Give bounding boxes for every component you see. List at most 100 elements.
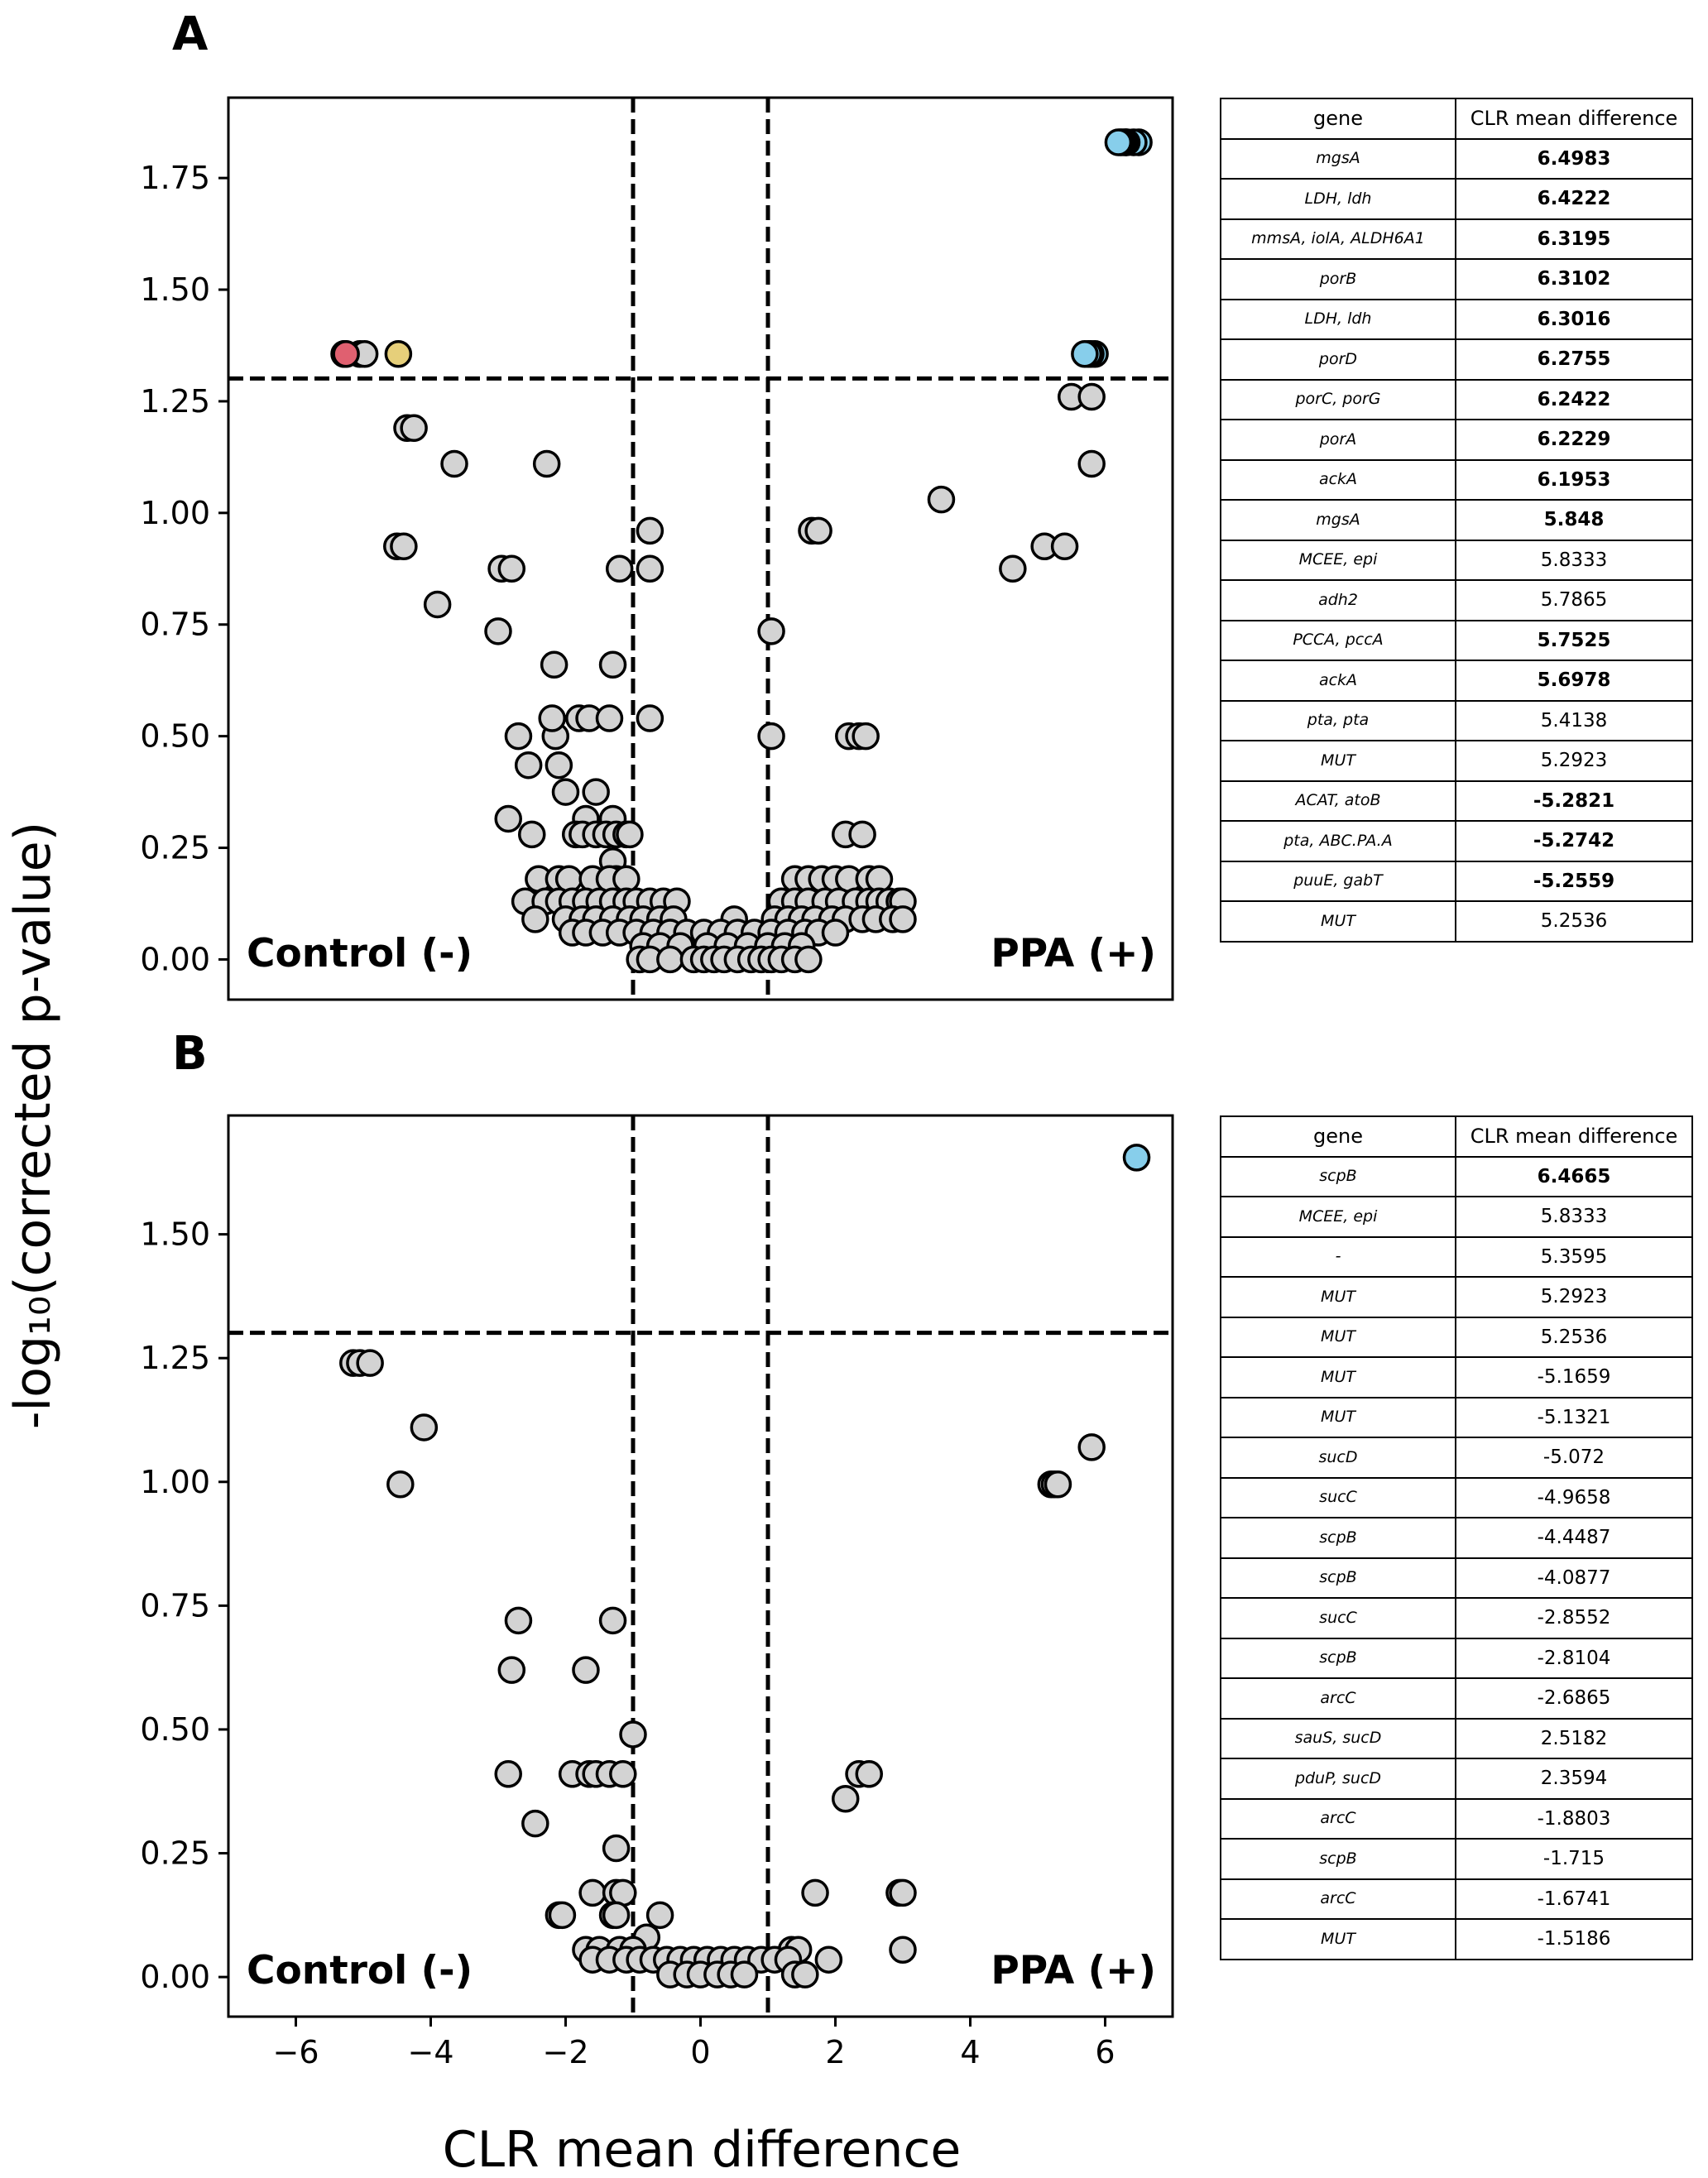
clr-value-cell: 6.2422 bbox=[1455, 378, 1693, 420]
data-point bbox=[598, 1606, 627, 1635]
table-row: MUT -1.5186 bbox=[1220, 1918, 1693, 1960]
y-tick-label: 1.00 bbox=[140, 1464, 210, 1500]
gene-cell: ackA bbox=[1220, 458, 1456, 501]
clr-value-cell: -4.4487 bbox=[1455, 1517, 1693, 1559]
gene-cell: arcC bbox=[1220, 1878, 1456, 1920]
data-point bbox=[1077, 449, 1106, 478]
data-point bbox=[852, 722, 880, 751]
x-tick-label: 2 bbox=[825, 2034, 845, 2070]
gene-cell: LDH, ldh bbox=[1220, 298, 1456, 340]
clr-value-cell: 6.3102 bbox=[1455, 258, 1693, 300]
data-point bbox=[595, 704, 624, 732]
data-point bbox=[518, 820, 546, 849]
gene-cell: LDH, ldh bbox=[1220, 178, 1456, 220]
table-row: MUT -5.1321 bbox=[1220, 1396, 1693, 1438]
table-row: scpB -1.715 bbox=[1220, 1838, 1693, 1880]
clr-value-cell: 5.8333 bbox=[1455, 539, 1693, 581]
data-point bbox=[636, 704, 664, 732]
data-point bbox=[794, 945, 823, 974]
gene-cell: MUT bbox=[1220, 1316, 1456, 1358]
data-point bbox=[757, 722, 785, 751]
data-point bbox=[605, 554, 634, 583]
gene-cell: mgsA bbox=[1220, 137, 1456, 180]
data-point bbox=[1044, 1470, 1072, 1499]
clr-value-cell: 6.1953 bbox=[1455, 458, 1693, 501]
gene-cell: scpB bbox=[1220, 1637, 1456, 1679]
table-row: pta, pta 5.4138 bbox=[1220, 699, 1693, 741]
table-row: ackA 6.1953 bbox=[1220, 458, 1693, 501]
gene-cell: arcC bbox=[1220, 1677, 1456, 1720]
clr-value-cell: -1.715 bbox=[1455, 1838, 1693, 1880]
data-point bbox=[848, 820, 876, 849]
clr-value-cell: 5.2536 bbox=[1455, 900, 1693, 943]
gene-cell: porB bbox=[1220, 258, 1456, 300]
data-point bbox=[656, 945, 684, 974]
gene-cell: MUT bbox=[1220, 900, 1456, 943]
data-point bbox=[1077, 382, 1106, 411]
gene-cell: mmsA, iolA, ALDH6A1 bbox=[1220, 218, 1456, 260]
data-point bbox=[831, 1784, 860, 1813]
annotation-ppa: PPA (+) bbox=[991, 931, 1156, 976]
data-point bbox=[582, 778, 610, 806]
table-row: arcC -1.6741 bbox=[1220, 1878, 1693, 1920]
y-tick-label: 0.00 bbox=[140, 941, 210, 977]
gene-cell: pta, pta bbox=[1220, 699, 1456, 741]
table-row: pduP, sucD 2.3594 bbox=[1220, 1758, 1693, 1800]
data-point bbox=[645, 1901, 674, 1930]
clr-value-cell: 5.7525 bbox=[1455, 619, 1693, 661]
gene-cell: sucC bbox=[1220, 1597, 1456, 1639]
table-row: pta, ABC.PA.A -5.2742 bbox=[1220, 820, 1693, 862]
table-row: porA 6.2229 bbox=[1220, 419, 1693, 461]
data-point bbox=[545, 751, 573, 780]
clr-value-cell: -2.6865 bbox=[1455, 1677, 1693, 1720]
gene-cell: sucD bbox=[1220, 1437, 1456, 1479]
data-point bbox=[1122, 1144, 1151, 1172]
clr-value-cell: 5.2923 bbox=[1455, 1276, 1693, 1318]
clr-value-cell: 6.4222 bbox=[1455, 178, 1693, 220]
data-point bbox=[494, 1760, 522, 1788]
gene-cell: PCCA, pccA bbox=[1220, 619, 1456, 661]
y-tick-label: 1.50 bbox=[140, 1216, 210, 1253]
table-row: scpB -4.0877 bbox=[1220, 1557, 1693, 1599]
y-tick-label: 1.25 bbox=[140, 1340, 210, 1376]
gene-cell: pta, ABC.PA.A bbox=[1220, 820, 1456, 862]
data-point bbox=[497, 1656, 526, 1684]
gene-cell: porA bbox=[1220, 419, 1456, 461]
x-axis-label: CLR mean difference bbox=[443, 2121, 962, 2178]
data-point bbox=[356, 1349, 384, 1377]
data-point bbox=[332, 339, 360, 368]
table-row: MUT 5.2536 bbox=[1220, 900, 1693, 943]
x-tick-label: −4 bbox=[407, 2034, 453, 2070]
clr-value-cell: -1.5186 bbox=[1455, 1918, 1693, 1960]
clr-value-cell: 5.2923 bbox=[1455, 740, 1693, 782]
annotation-control: Control (-) bbox=[247, 931, 473, 976]
clr-value-cell: -2.8104 bbox=[1455, 1637, 1693, 1679]
table-row: scpB -2.8104 bbox=[1220, 1637, 1693, 1679]
gene-cell: MUT bbox=[1220, 740, 1456, 782]
y-tick-label: 1.75 bbox=[140, 160, 210, 196]
plot-frame bbox=[227, 96, 1174, 1001]
data-point bbox=[504, 1606, 533, 1635]
gene-cell: arcC bbox=[1220, 1797, 1456, 1840]
table-row: adh2 5.7865 bbox=[1220, 579, 1693, 621]
table-row: sucC -2.8552 bbox=[1220, 1597, 1693, 1639]
data-point bbox=[390, 532, 418, 561]
table-row: MUT 5.2536 bbox=[1220, 1316, 1693, 1358]
gene-cell: MUT bbox=[1220, 1276, 1456, 1318]
data-point bbox=[514, 751, 543, 780]
data-point bbox=[578, 1878, 607, 1907]
data-point bbox=[602, 1834, 631, 1863]
data-point bbox=[504, 722, 533, 751]
x-tick-label: 4 bbox=[960, 2034, 980, 2070]
data-point bbox=[855, 1760, 883, 1788]
gene-cell: sauS, sucD bbox=[1220, 1717, 1456, 1759]
table-row: scpB 6.4665 bbox=[1220, 1155, 1693, 1197]
table-row: mgsA 5.848 bbox=[1220, 499, 1693, 541]
clr-value-cell: 6.2755 bbox=[1455, 338, 1693, 381]
gene-cell: ackA bbox=[1220, 660, 1456, 702]
data-point bbox=[636, 516, 664, 545]
table-row: scpB -4.4487 bbox=[1220, 1517, 1693, 1559]
clr-value-cell: -5.072 bbox=[1455, 1437, 1693, 1479]
y-tick-label: 0.25 bbox=[140, 830, 210, 866]
